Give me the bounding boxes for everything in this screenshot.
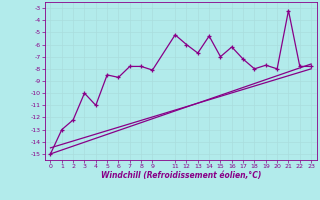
X-axis label: Windchill (Refroidissement éolien,°C): Windchill (Refroidissement éolien,°C) xyxy=(100,171,261,180)
